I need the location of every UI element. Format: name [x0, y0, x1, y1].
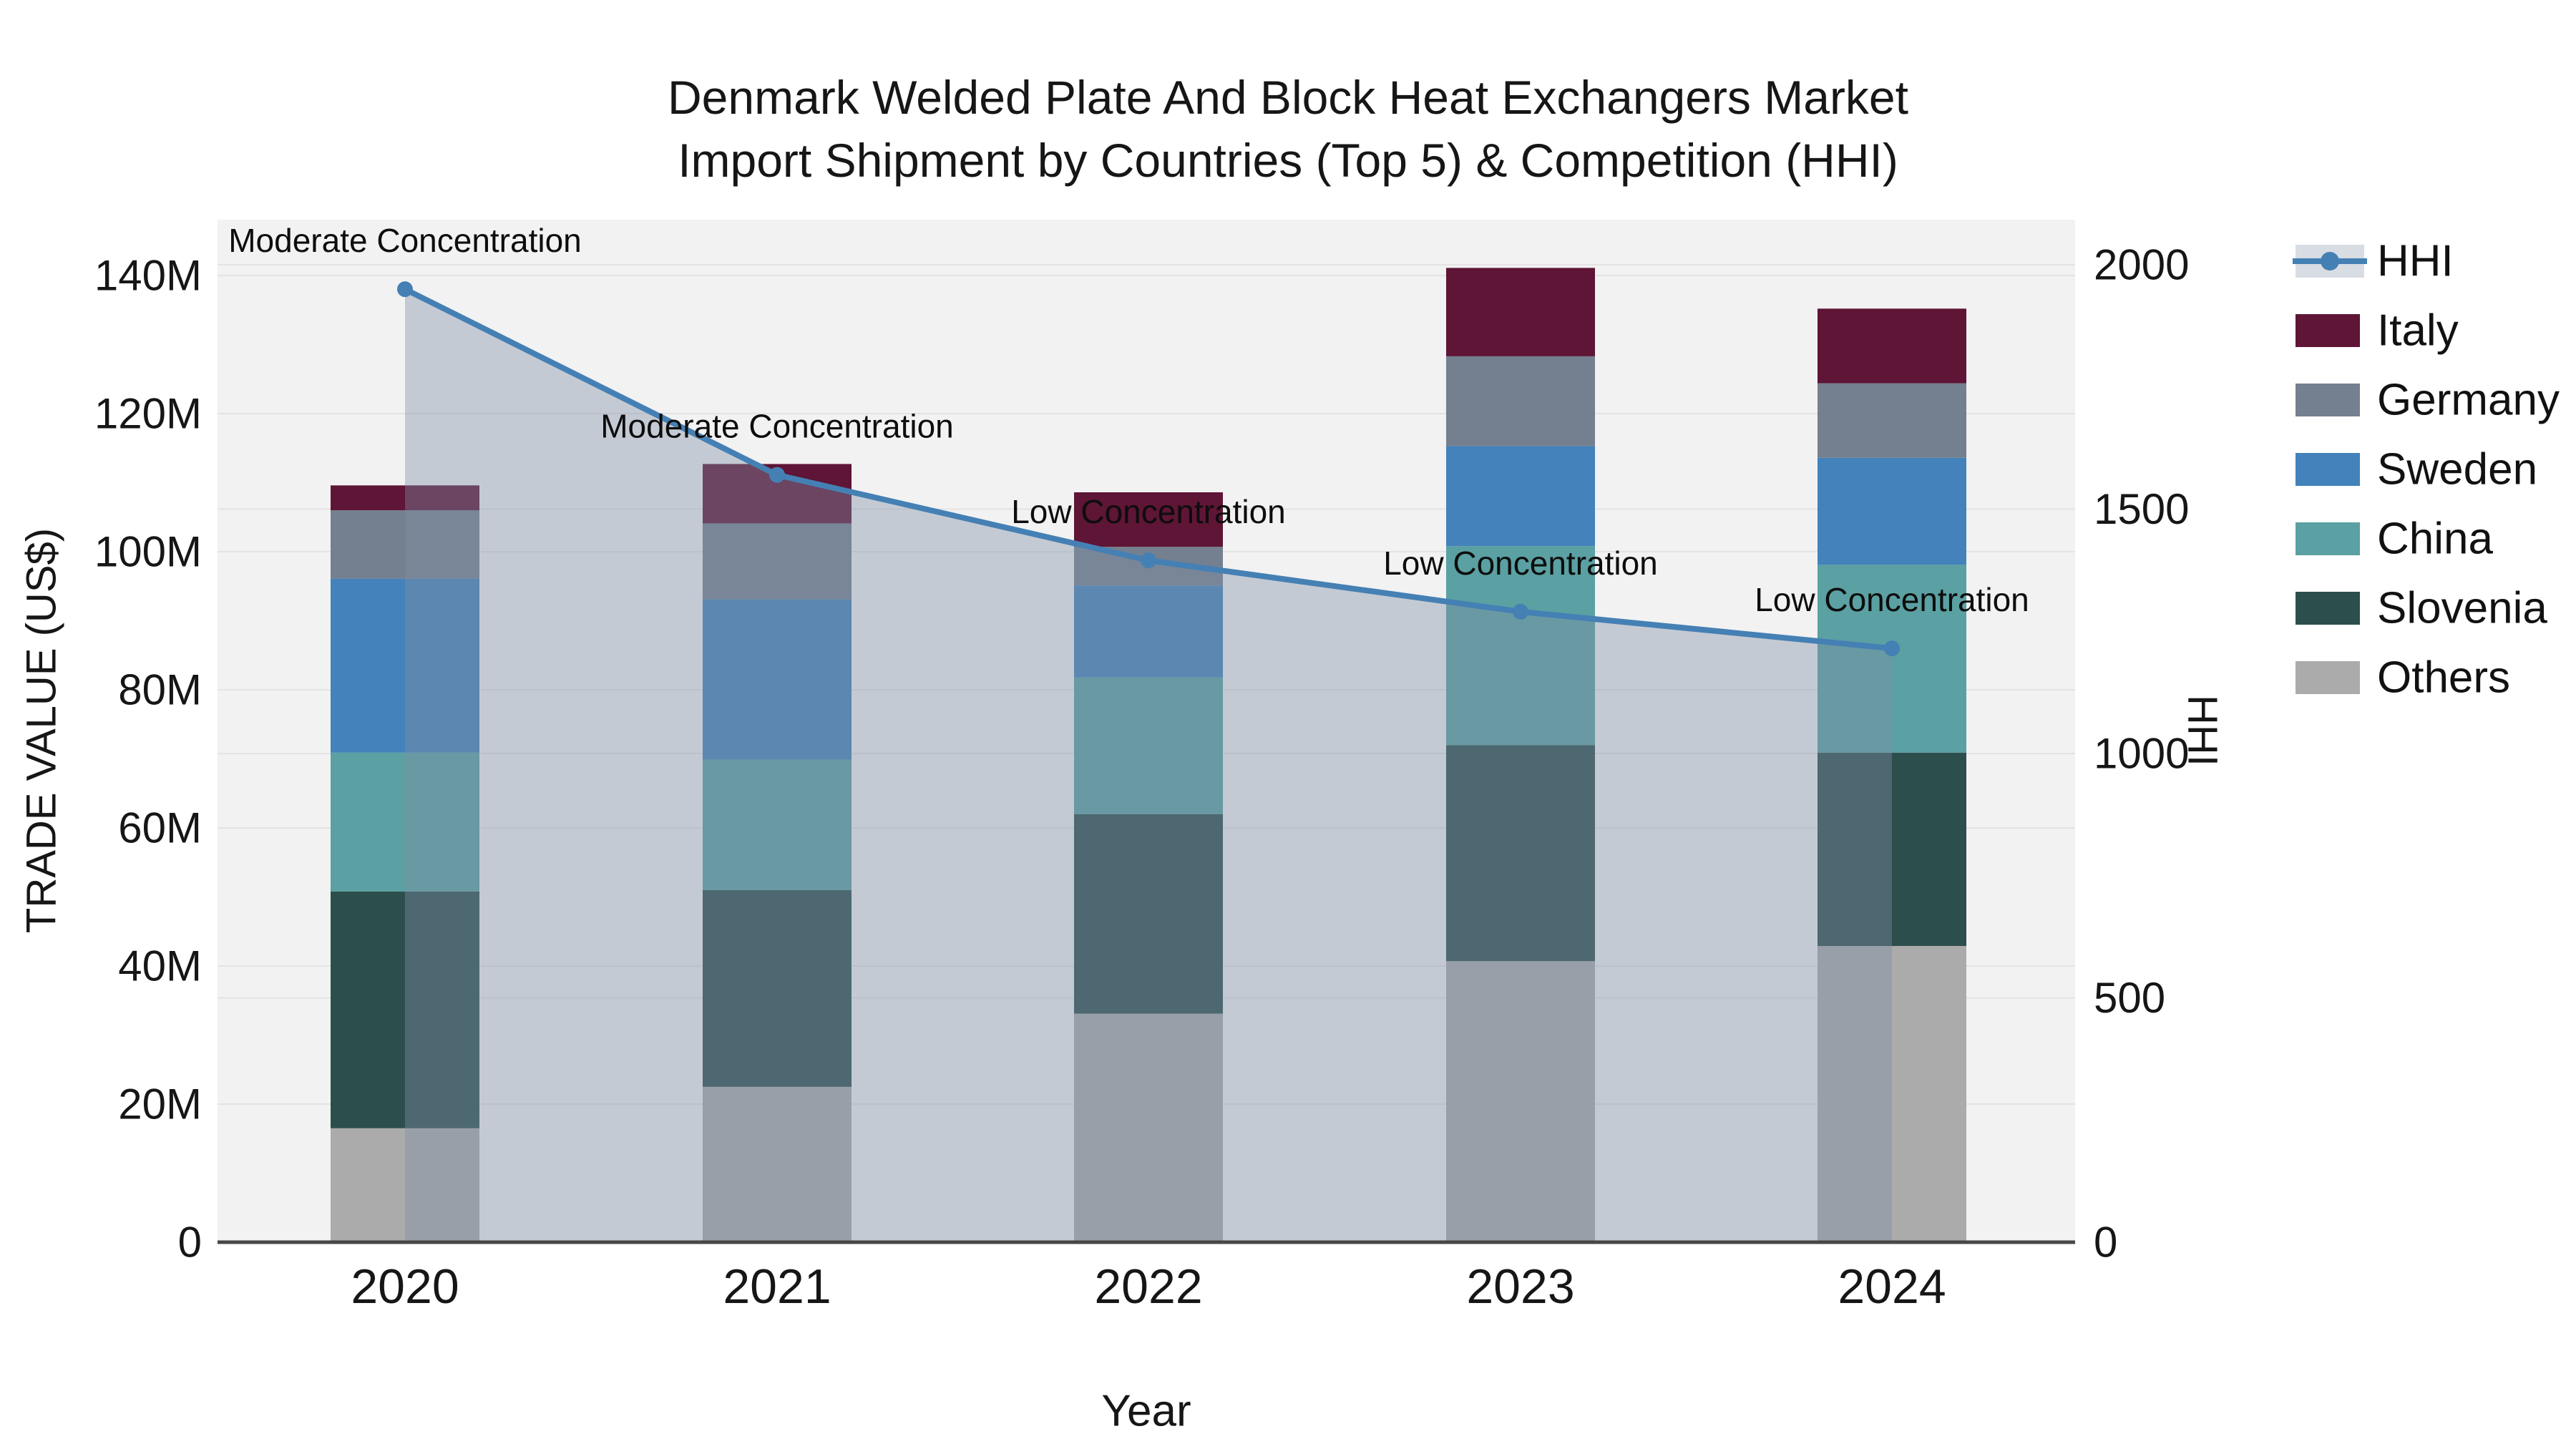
annotation-2020: Moderate Concentration: [228, 222, 582, 259]
bar-segment-sweden-2020[interactable]: [331, 578, 479, 753]
y-right-tick-500: 500: [2094, 974, 2165, 1022]
y-left-tick-0: 0: [178, 1219, 202, 1267]
chart-title: Denmark Welded Plate And Block Heat Exch…: [0, 66, 2576, 192]
bar-segment-sweden-2022[interactable]: [1074, 585, 1223, 678]
bar-segment-sweden-2021[interactable]: [703, 599, 852, 760]
x-tick-2022: 2022: [1094, 1259, 1202, 1314]
y-left-tick-100M: 100M: [94, 528, 202, 576]
bar-segment-italy-2024[interactable]: [1818, 308, 1966, 384]
y-left-tick-60M: 60M: [118, 804, 202, 852]
x-tick-2023: 2023: [1466, 1259, 1574, 1314]
y-left-axis-title: TRADE VALUE (US$): [19, 528, 65, 933]
legend-label-others: Others: [2377, 653, 2510, 703]
y-left-tick-80M: 80M: [118, 666, 202, 714]
y-right-axis-title: HHI: [2180, 695, 2226, 766]
legend-item-sweden[interactable]: Sweden: [2296, 445, 2537, 494]
x-tick-2020: 2020: [351, 1259, 459, 1314]
legend-swatch-germany: [2296, 384, 2360, 416]
legend-item-china[interactable]: China: [2296, 514, 2494, 564]
x-tick-2021: 2021: [723, 1259, 831, 1314]
chart-title-line1: Denmark Welded Plate And Block Heat Exch…: [668, 71, 1908, 124]
bar-segment-others-2024[interactable]: [1818, 946, 1966, 1242]
legend-swatch-others: [2296, 661, 2360, 694]
bar-segment-slovenia-2023[interactable]: [1446, 745, 1595, 962]
legend-swatch-sweden: [2296, 453, 2360, 486]
legend-label-slovenia: Slovenia: [2377, 584, 2547, 633]
y-right-tick-1000: 1000: [2094, 730, 2189, 778]
bar-segment-germany-2023[interactable]: [1446, 356, 1595, 447]
y-right-tick-1500: 1500: [2094, 485, 2189, 533]
hhi-marker-2023[interactable]: [1513, 603, 1528, 620]
chart-title-line2: Import Shipment by Countries (Top 5) & C…: [678, 134, 1898, 187]
annotation-2021: Moderate Concentration: [600, 408, 954, 445]
bar-segment-china-2020[interactable]: [331, 752, 479, 892]
bar-segment-others-2022[interactable]: [1074, 1013, 1223, 1242]
bar-segment-slovenia-2020[interactable]: [331, 891, 479, 1128]
hhi-marker-2020[interactable]: [397, 281, 413, 298]
bar-segment-slovenia-2024[interactable]: [1818, 752, 1966, 947]
bar-segment-sweden-2023[interactable]: [1446, 446, 1595, 547]
legend-swatch-italy: [2296, 314, 2360, 347]
legend-swatch-slovenia: [2296, 592, 2360, 625]
bar-segment-slovenia-2021[interactable]: [703, 889, 852, 1087]
bar-segment-germany-2024[interactable]: [1818, 383, 1966, 458]
hhi-marker-2022[interactable]: [1141, 552, 1156, 569]
y-left-tick-140M: 140M: [94, 252, 202, 300]
bar-segment-italy-2022[interactable]: [1074, 492, 1223, 547]
hhi-marker-2021[interactable]: [769, 467, 785, 483]
legend-item-italy[interactable]: Italy: [2296, 306, 2459, 356]
bar-segment-germany-2020[interactable]: [331, 510, 479, 579]
legend-item-hhi[interactable]: HHI: [2293, 237, 2454, 286]
bar-segment-china-2022[interactable]: [1074, 677, 1223, 814]
y-left-tick-20M: 20M: [118, 1080, 202, 1128]
y-right-tick-0: 0: [2094, 1219, 2117, 1267]
legend-label-germany: Germany: [2377, 376, 2560, 425]
bar-segment-china-2024[interactable]: [1818, 565, 1966, 753]
annotation-2023: Low Concentration: [1383, 545, 1658, 582]
legend-swatch-china: [2296, 522, 2360, 555]
y-right-tick-2000: 2000: [2094, 241, 2189, 289]
legend-item-slovenia[interactable]: Slovenia: [2296, 584, 2547, 633]
annotation-2024: Low Concentration: [1755, 581, 2029, 618]
bar-segment-sweden-2024[interactable]: [1818, 457, 1966, 565]
legend-label-italy: Italy: [2377, 306, 2459, 356]
legend-label-china: China: [2377, 514, 2494, 564]
bar-segment-slovenia-2022[interactable]: [1074, 814, 1223, 1014]
hhi-area-fill: [405, 289, 1892, 1242]
bar-segment-others-2021[interactable]: [703, 1086, 852, 1242]
x-tick-2024: 2024: [1838, 1259, 1946, 1314]
y-left-tick-120M: 120M: [94, 390, 202, 438]
hhi-marker-2024[interactable]: [1884, 640, 1900, 657]
legend-item-germany[interactable]: Germany: [2296, 376, 2560, 425]
bar-segment-germany-2021[interactable]: [703, 523, 852, 600]
y-left-tick-40M: 40M: [118, 942, 202, 990]
bar-segment-china-2021[interactable]: [703, 759, 852, 890]
legend-item-others[interactable]: Others: [2296, 653, 2510, 703]
bar-segment-italy-2020[interactable]: [331, 485, 479, 511]
annotation-2022: Low Concentration: [1011, 493, 1286, 530]
x-axis-title: Year: [1101, 1387, 1191, 1436]
bar-segment-others-2023[interactable]: [1446, 961, 1595, 1242]
legend-label-sweden: Sweden: [2377, 445, 2537, 494]
legend-hhi-marker: [2321, 252, 2339, 270]
bar-segment-others-2020[interactable]: [331, 1128, 479, 1242]
bar-segment-italy-2023[interactable]: [1446, 268, 1595, 356]
bar-segment-china-2023[interactable]: [1446, 546, 1595, 746]
legend-label-hhi: HHI: [2377, 237, 2454, 286]
